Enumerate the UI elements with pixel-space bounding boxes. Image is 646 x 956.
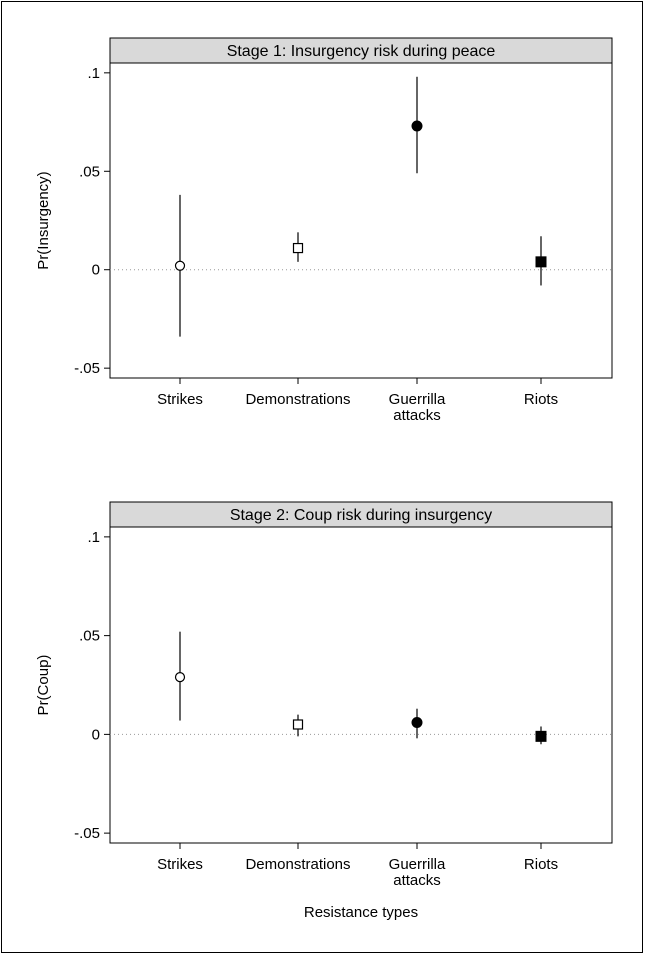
y-tick-label: .1 xyxy=(87,529,100,546)
point-marker xyxy=(535,730,547,742)
x-tick-label: attacks xyxy=(393,407,441,424)
y-tick-label: 0 xyxy=(92,262,100,279)
y-tick-label: -.05 xyxy=(74,825,100,842)
panel-title: Stage 1: Insurgency risk during peace xyxy=(227,43,496,60)
plot-area xyxy=(109,526,613,844)
x-tick-label: Riots xyxy=(524,856,558,873)
x-tick-label: Strikes xyxy=(157,856,203,873)
point-marker xyxy=(174,671,186,683)
x-tick-label: Riots xyxy=(524,391,558,408)
point-marker xyxy=(411,120,423,132)
x-tick-label: Strikes xyxy=(157,391,203,408)
y-tick-label: -.05 xyxy=(74,360,100,377)
panel-2: Stage 2: Coup risk during insurgency .1 .0… xyxy=(35,501,613,889)
y-axis-label: Pr(Insurgency) xyxy=(35,171,52,269)
x-axis-label: Resistance types xyxy=(304,904,418,921)
y-tick-label: .05 xyxy=(79,628,100,645)
x-tick-label: attacks xyxy=(393,872,441,889)
x-tick-label: Guerrilla xyxy=(389,391,446,408)
y-tick-label: .05 xyxy=(79,163,100,180)
y-tick-label: .1 xyxy=(87,65,100,82)
x-tick-label: Guerrilla xyxy=(389,856,446,873)
plot-area xyxy=(109,62,613,379)
panel-title-strip xyxy=(109,37,613,64)
panel-1: Stage 1: Insurgency risk during peace .1.… xyxy=(35,37,613,424)
panel-title: Stage 2: Coup risk during insurgency xyxy=(230,507,492,524)
point-marker xyxy=(292,242,304,254)
point-marker xyxy=(411,717,423,729)
point-marker xyxy=(292,719,304,730)
point-marker xyxy=(174,260,186,271)
x-tick-label: Demonstrations xyxy=(245,391,350,408)
point-marker xyxy=(535,256,547,268)
y-axis-label: Pr(Coup) xyxy=(35,655,52,716)
x-tick-label: Demonstrations xyxy=(245,856,350,873)
y-tick-label: 0 xyxy=(92,726,100,743)
